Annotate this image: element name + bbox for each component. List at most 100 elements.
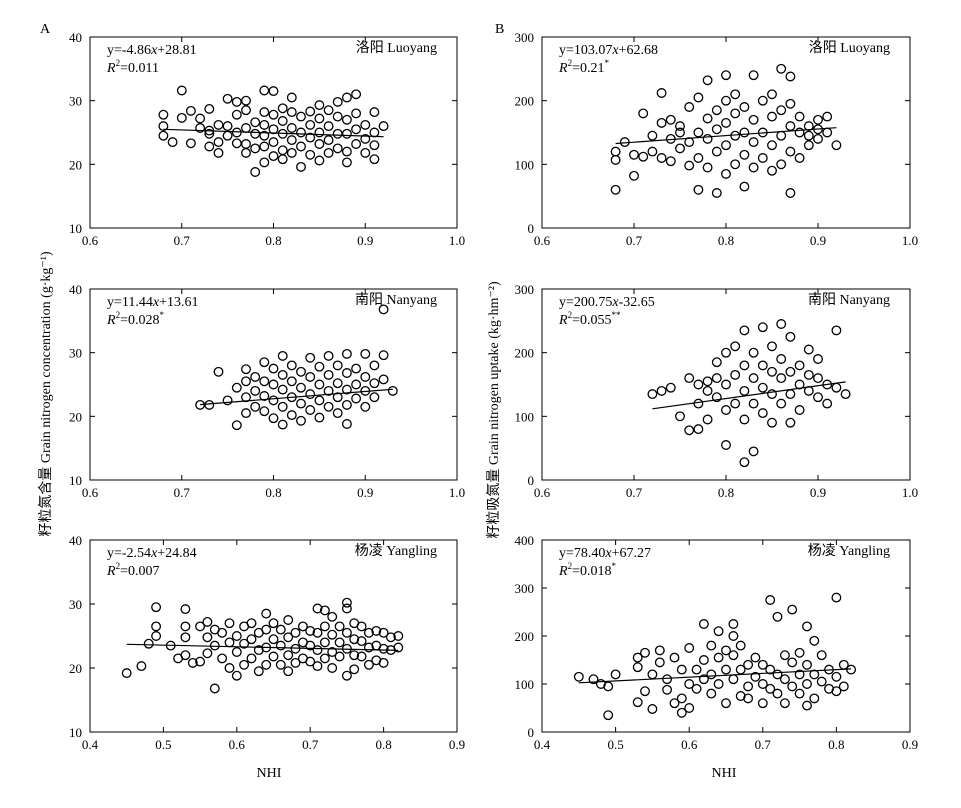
data-point (757, 382, 768, 393)
data-point (698, 674, 709, 685)
data-point (757, 698, 768, 709)
data-point (224, 637, 235, 648)
data-point (809, 693, 820, 704)
regression-line (126, 643, 399, 651)
regression-line (615, 127, 837, 145)
data-point (319, 653, 330, 664)
data-point (334, 651, 345, 662)
regression-line (163, 128, 384, 138)
data-point (647, 704, 658, 714)
data-point (136, 661, 147, 672)
data-point (785, 331, 796, 342)
data-point (241, 139, 251, 149)
data-point (151, 631, 162, 641)
data-point (785, 366, 796, 377)
y-tick-label: 100 (515, 677, 535, 692)
x-tick-label: 0.8 (265, 233, 281, 248)
data-point (757, 95, 768, 106)
data-point (647, 389, 658, 400)
data-point (268, 379, 279, 390)
data-point (180, 650, 191, 661)
data-point (250, 143, 261, 154)
data-point (711, 124, 722, 135)
data-point (785, 389, 796, 400)
data-point (241, 147, 251, 158)
data-point (765, 683, 776, 694)
data-point (785, 71, 796, 82)
data-point (794, 360, 805, 371)
data-point (239, 638, 250, 649)
data-point (217, 627, 228, 638)
data-point (757, 153, 768, 163)
data-point (822, 127, 833, 138)
data-point (702, 75, 713, 86)
data-point (656, 385, 667, 396)
data-point (277, 350, 288, 361)
data-point (305, 106, 316, 117)
data-point (222, 93, 233, 104)
data-point (702, 133, 713, 144)
data-point (739, 360, 750, 371)
y-tick-label: 30 (69, 94, 82, 109)
data-point (332, 360, 343, 371)
data-point (341, 603, 352, 614)
data-point (351, 139, 362, 149)
r-squared-label: R2=0.007 (106, 561, 159, 579)
data-point (776, 159, 787, 170)
data-point (341, 146, 352, 157)
data-point (702, 376, 713, 387)
data-point (341, 348, 352, 359)
data-point (296, 127, 306, 138)
data-point (721, 70, 731, 81)
data-point (151, 602, 162, 613)
x-tick-label: 0.7 (174, 233, 191, 248)
data-point (277, 145, 288, 156)
data-point (802, 679, 812, 689)
r-squared-label: R2=0.028* (106, 310, 164, 328)
data-point (765, 595, 776, 605)
data-point (603, 710, 614, 721)
panels-group: 0.6 0.7 0.8 0.9 1.0 10 20 30 40 洛阳 Luoyang y=-4.86… (69, 30, 918, 752)
data-point (209, 640, 220, 651)
data-point (776, 130, 787, 141)
data-point (351, 379, 362, 390)
data-point (721, 698, 731, 709)
data-point (369, 127, 380, 138)
data-point (831, 686, 842, 697)
y-tick-label: 0 (528, 473, 535, 488)
data-point (706, 688, 717, 699)
data-point (261, 624, 272, 635)
y-tick-label: 100 (515, 157, 535, 172)
data-point (259, 157, 270, 168)
y-tick-label: 400 (515, 533, 535, 548)
x-tick-label: 0.8 (375, 737, 391, 752)
data-point (349, 650, 360, 661)
data-point (363, 659, 374, 670)
data-point (334, 621, 345, 632)
data-point (693, 92, 704, 103)
data-point (647, 130, 658, 141)
regression-line (200, 388, 393, 406)
data-point (693, 184, 704, 195)
data-point (831, 140, 842, 151)
data-point (647, 669, 658, 680)
data-point (669, 652, 680, 663)
data-point (241, 123, 251, 133)
data-point (259, 85, 270, 96)
data-point (259, 406, 270, 417)
data-point (787, 657, 798, 668)
data-point (378, 350, 389, 361)
data-point (794, 127, 805, 138)
data-point (656, 153, 667, 163)
data-point (314, 412, 325, 423)
data-point (730, 159, 741, 170)
data-point (305, 405, 316, 415)
data-point (341, 157, 352, 168)
data-point (250, 117, 261, 128)
data-point (341, 368, 352, 378)
x-tick-label: 0.9 (902, 737, 918, 752)
regression-equation: y=200.75x-32.65 (559, 295, 655, 310)
data-point (702, 414, 713, 425)
data-point (277, 401, 288, 412)
